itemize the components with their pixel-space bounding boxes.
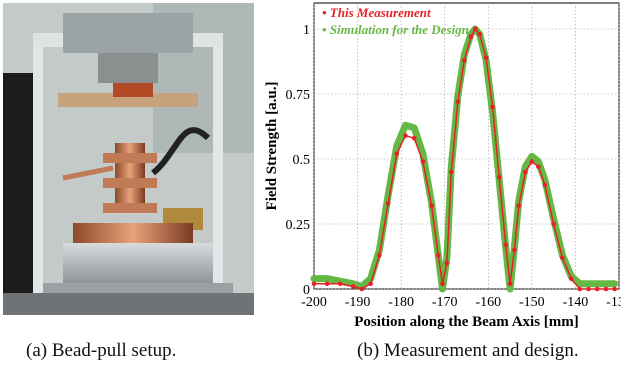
measurement-point <box>394 151 400 157</box>
measurement-point <box>468 34 474 40</box>
y-tick-label: 0.25 <box>286 218 311 233</box>
measurement-point <box>420 159 426 164</box>
simulation-point <box>611 280 618 287</box>
simulation-point <box>535 158 542 165</box>
measurement-point <box>440 281 445 287</box>
measurement-point <box>377 252 382 258</box>
measurement-point <box>612 286 617 292</box>
measurement-point <box>429 203 434 209</box>
measurement-point <box>516 203 522 209</box>
simulation-point <box>439 286 446 292</box>
measurement-point <box>542 182 548 188</box>
simulation-point <box>402 122 409 129</box>
y-tick-label: 1 <box>303 23 310 38</box>
measurement-point <box>560 255 565 261</box>
measurement-point <box>507 281 513 287</box>
measurement-point <box>490 104 495 110</box>
x-tick-label: -160 <box>475 295 501 310</box>
bead-pull-setup-photo <box>3 3 254 315</box>
measurement-point <box>350 284 356 289</box>
legend-simulation-label: • Simulation for the Design <box>322 22 469 37</box>
measurement-point <box>444 260 450 266</box>
x-tick-label: -180 <box>388 295 414 310</box>
measurement-point <box>503 242 509 248</box>
measurement-point <box>577 286 583 292</box>
measurement-point <box>455 99 461 105</box>
caption-b: (b) Measurement and design. <box>357 340 579 361</box>
x-tick-label: -190 <box>345 295 371 310</box>
measurement-point <box>368 281 373 287</box>
x-tick-label: -130 <box>606 295 621 310</box>
measurement-point <box>536 164 541 170</box>
measurement-point <box>603 286 609 292</box>
measurement-point <box>512 247 517 253</box>
measurement-point <box>477 31 482 37</box>
measurement-point <box>337 281 343 287</box>
x-tick-label: -150 <box>519 295 545 310</box>
simulation-point <box>419 150 426 157</box>
measurement-point <box>472 26 478 32</box>
field-strength-chart: -200 -190 -180 -170 -160 -150 -140 -130 0 0.25 0.5… <box>264 2 621 330</box>
bead-pull-apparatus-photo-icon <box>3 3 254 315</box>
x-tick-label: -200 <box>301 295 327 310</box>
measurement-point <box>403 133 408 138</box>
y-tick-label: 0.75 <box>286 88 311 103</box>
y-axis-label: Field Strength [a.u.] <box>264 82 280 211</box>
measurement-point <box>359 286 365 292</box>
simulation-point <box>507 286 514 292</box>
x-tick-label: -140 <box>563 295 589 310</box>
measurement-point <box>586 286 591 292</box>
x-tick-label: -170 <box>432 295 458 310</box>
simulation-point <box>602 280 609 287</box>
measurement-point <box>529 159 535 164</box>
measurement-point <box>568 276 574 281</box>
simulation-point <box>393 143 400 149</box>
measurement-point <box>523 169 528 175</box>
measurement-point <box>324 281 330 287</box>
measurement-point <box>462 57 467 63</box>
simulation-point <box>311 275 317 282</box>
simulation-point <box>594 280 601 287</box>
measurement-point <box>435 252 441 258</box>
measurement-point <box>496 174 502 180</box>
y-tick-label: 0 <box>303 283 310 298</box>
legend-measurement-label: • This Measurement <box>322 5 431 20</box>
simulation-point <box>528 153 535 160</box>
simulation-point <box>585 280 592 287</box>
x-axis-label: Position along the Beam Axis [mm] <box>354 314 579 330</box>
measurement-point <box>448 169 454 175</box>
measurement-point <box>551 221 556 227</box>
measurement-point <box>411 135 417 141</box>
simulation-point <box>576 280 583 287</box>
caption-a: (a) Bead-pull setup. <box>26 340 177 361</box>
measurement-point <box>311 281 317 287</box>
simulation-point <box>324 275 331 282</box>
measurement-point <box>594 286 600 292</box>
simulation-point <box>411 124 418 131</box>
measurement-point <box>385 200 391 206</box>
y-tick-label: 0.5 <box>293 153 311 168</box>
measurement-point <box>483 55 489 60</box>
